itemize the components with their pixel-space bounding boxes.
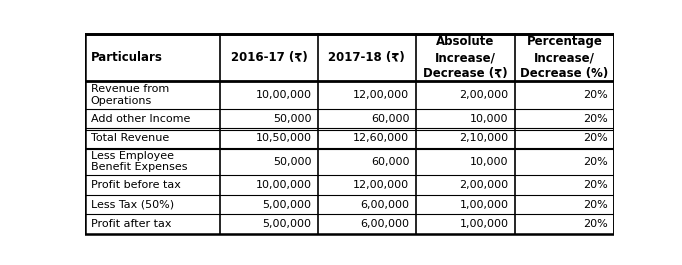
Text: Profit before tax: Profit before tax [91,180,181,190]
Text: Less Employee
Benefit Expenses: Less Employee Benefit Expenses [91,151,187,173]
Text: 10,00,000: 10,00,000 [256,90,312,100]
Text: 12,00,000: 12,00,000 [353,180,409,190]
Text: 2016-17 (₹): 2016-17 (₹) [231,51,308,64]
Text: 2,00,000: 2,00,000 [460,180,509,190]
Text: Particulars: Particulars [91,51,162,64]
Text: 20%: 20% [582,90,608,100]
Text: 1,00,000: 1,00,000 [460,219,509,229]
Text: 60,000: 60,000 [371,114,409,124]
Text: 20%: 20% [582,157,608,167]
Text: 10,00,000: 10,00,000 [256,180,312,190]
Text: 20%: 20% [582,219,608,229]
Text: 6,00,000: 6,00,000 [360,219,409,229]
Text: 5,00,000: 5,00,000 [263,200,312,210]
Text: 2017-18 (₹): 2017-18 (₹) [328,51,405,64]
Text: Absolute
Increase/
Decrease (₹): Absolute Increase/ Decrease (₹) [423,35,507,80]
Text: 20%: 20% [582,133,608,143]
Text: 12,00,000: 12,00,000 [353,90,409,100]
Text: 10,000: 10,000 [470,114,509,124]
Text: Total Revenue: Total Revenue [91,133,168,143]
Text: 2,00,000: 2,00,000 [460,90,509,100]
Text: 12,60,000: 12,60,000 [353,133,409,143]
Text: Less Tax (50%): Less Tax (50%) [91,200,174,210]
Text: 50,000: 50,000 [273,157,312,167]
Text: 50,000: 50,000 [273,114,312,124]
Text: 2,10,000: 2,10,000 [460,133,509,143]
Text: Add other Income: Add other Income [91,114,190,124]
Text: 1,00,000: 1,00,000 [460,200,509,210]
Text: 20%: 20% [582,180,608,190]
Text: Profit after tax: Profit after tax [91,219,171,229]
Text: 10,000: 10,000 [470,157,509,167]
Text: Percentage
Increase/
Decrease (%): Percentage Increase/ Decrease (%) [520,35,608,80]
Text: 6,00,000: 6,00,000 [360,200,409,210]
Text: 20%: 20% [582,114,608,124]
Text: 60,000: 60,000 [371,157,409,167]
Text: Revenue from
Operations: Revenue from Operations [91,84,168,106]
Text: 20%: 20% [582,200,608,210]
Text: 10,50,000: 10,50,000 [256,133,312,143]
Text: 5,00,000: 5,00,000 [263,219,312,229]
